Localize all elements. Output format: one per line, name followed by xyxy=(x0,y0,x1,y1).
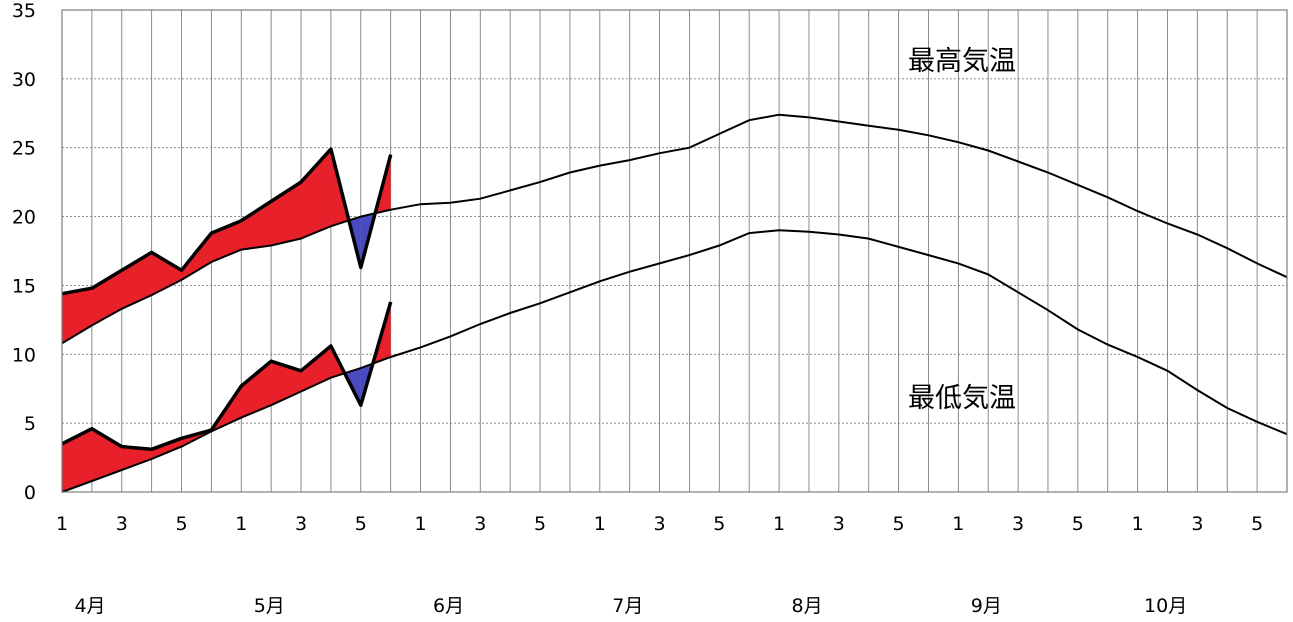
x-tick-label: 5 xyxy=(893,513,905,535)
y-tick-label: 10 xyxy=(12,344,36,366)
max-temp-label: 最高気温 xyxy=(908,46,1016,77)
y-axis-ticks: 0 5 10 15 20 25 30 35 xyxy=(12,0,36,504)
y-tick-label: 25 xyxy=(12,138,36,160)
month-label: 10月 xyxy=(1144,595,1187,617)
grid xyxy=(61,9,1288,493)
x-tick-label: 3 xyxy=(474,513,486,535)
plot-frame xyxy=(61,9,1288,493)
above-normal-fill xyxy=(91,428,122,481)
x-tick-label: 1 xyxy=(1132,513,1144,535)
above-normal-fill xyxy=(121,446,152,470)
normal-lines xyxy=(61,113,1288,493)
observed-low-line xyxy=(61,301,393,452)
x-tick-label: 5 xyxy=(355,513,367,535)
y-tick-label: 15 xyxy=(12,275,36,297)
above-normal-fill xyxy=(151,252,182,296)
x-tick-label: 1 xyxy=(952,513,964,535)
month-label: 8月 xyxy=(792,595,823,617)
month-label: 5月 xyxy=(254,595,285,617)
y-tick-label: 35 xyxy=(12,0,36,22)
y-tick-label: 5 xyxy=(24,413,36,435)
month-label: 9月 xyxy=(971,595,1002,617)
observed-lines xyxy=(61,147,393,452)
above-normal-fill xyxy=(241,201,272,250)
x-tick-label: 3 xyxy=(295,513,307,535)
x-tick-label: 1 xyxy=(594,513,606,535)
x-tick-label: 3 xyxy=(116,513,128,535)
month-label: 6月 xyxy=(433,595,464,617)
above-normal-fill xyxy=(151,438,182,459)
above-normal-fill xyxy=(62,428,92,492)
x-tick-label: 3 xyxy=(654,513,666,535)
normal-low-line xyxy=(61,229,1288,493)
month-label: 7月 xyxy=(612,595,643,617)
x-tick-label: 3 xyxy=(1191,513,1203,535)
x-tick-label: 1 xyxy=(414,513,426,535)
min-temp-label: 最低気温 xyxy=(908,383,1016,414)
month-labels: 4月 5月 6月 7月 8月 9月 10月 xyxy=(74,595,1187,617)
normal-high-line xyxy=(61,113,1288,345)
y-tick-label: 0 xyxy=(24,482,36,504)
x-tick-label: 5 xyxy=(713,513,725,535)
x-tick-label: 5 xyxy=(1251,513,1263,535)
month-label: 4月 xyxy=(74,595,105,617)
y-tick-label: 30 xyxy=(12,69,36,91)
above-normal-fill xyxy=(241,361,272,418)
x-tick-label: 3 xyxy=(833,513,845,535)
x-tick-label: 5 xyxy=(534,513,546,535)
x-tick-label: 5 xyxy=(175,513,187,535)
x-tick-label: 1 xyxy=(235,513,247,535)
observed-high-line xyxy=(61,147,393,296)
y-tick-label: 20 xyxy=(12,207,36,229)
x-tick-label: 5 xyxy=(1072,513,1084,535)
x-tick-label: 1 xyxy=(773,513,785,535)
x-tick-label: 1 xyxy=(56,513,68,535)
x-axis-ticks: 1 3 5 1 3 5 1 3 5 1 3 5 1 3 5 1 3 5 1 3 5 xyxy=(56,513,1263,535)
above-normal-fill xyxy=(301,149,331,239)
x-tick-label: 3 xyxy=(1012,513,1024,535)
